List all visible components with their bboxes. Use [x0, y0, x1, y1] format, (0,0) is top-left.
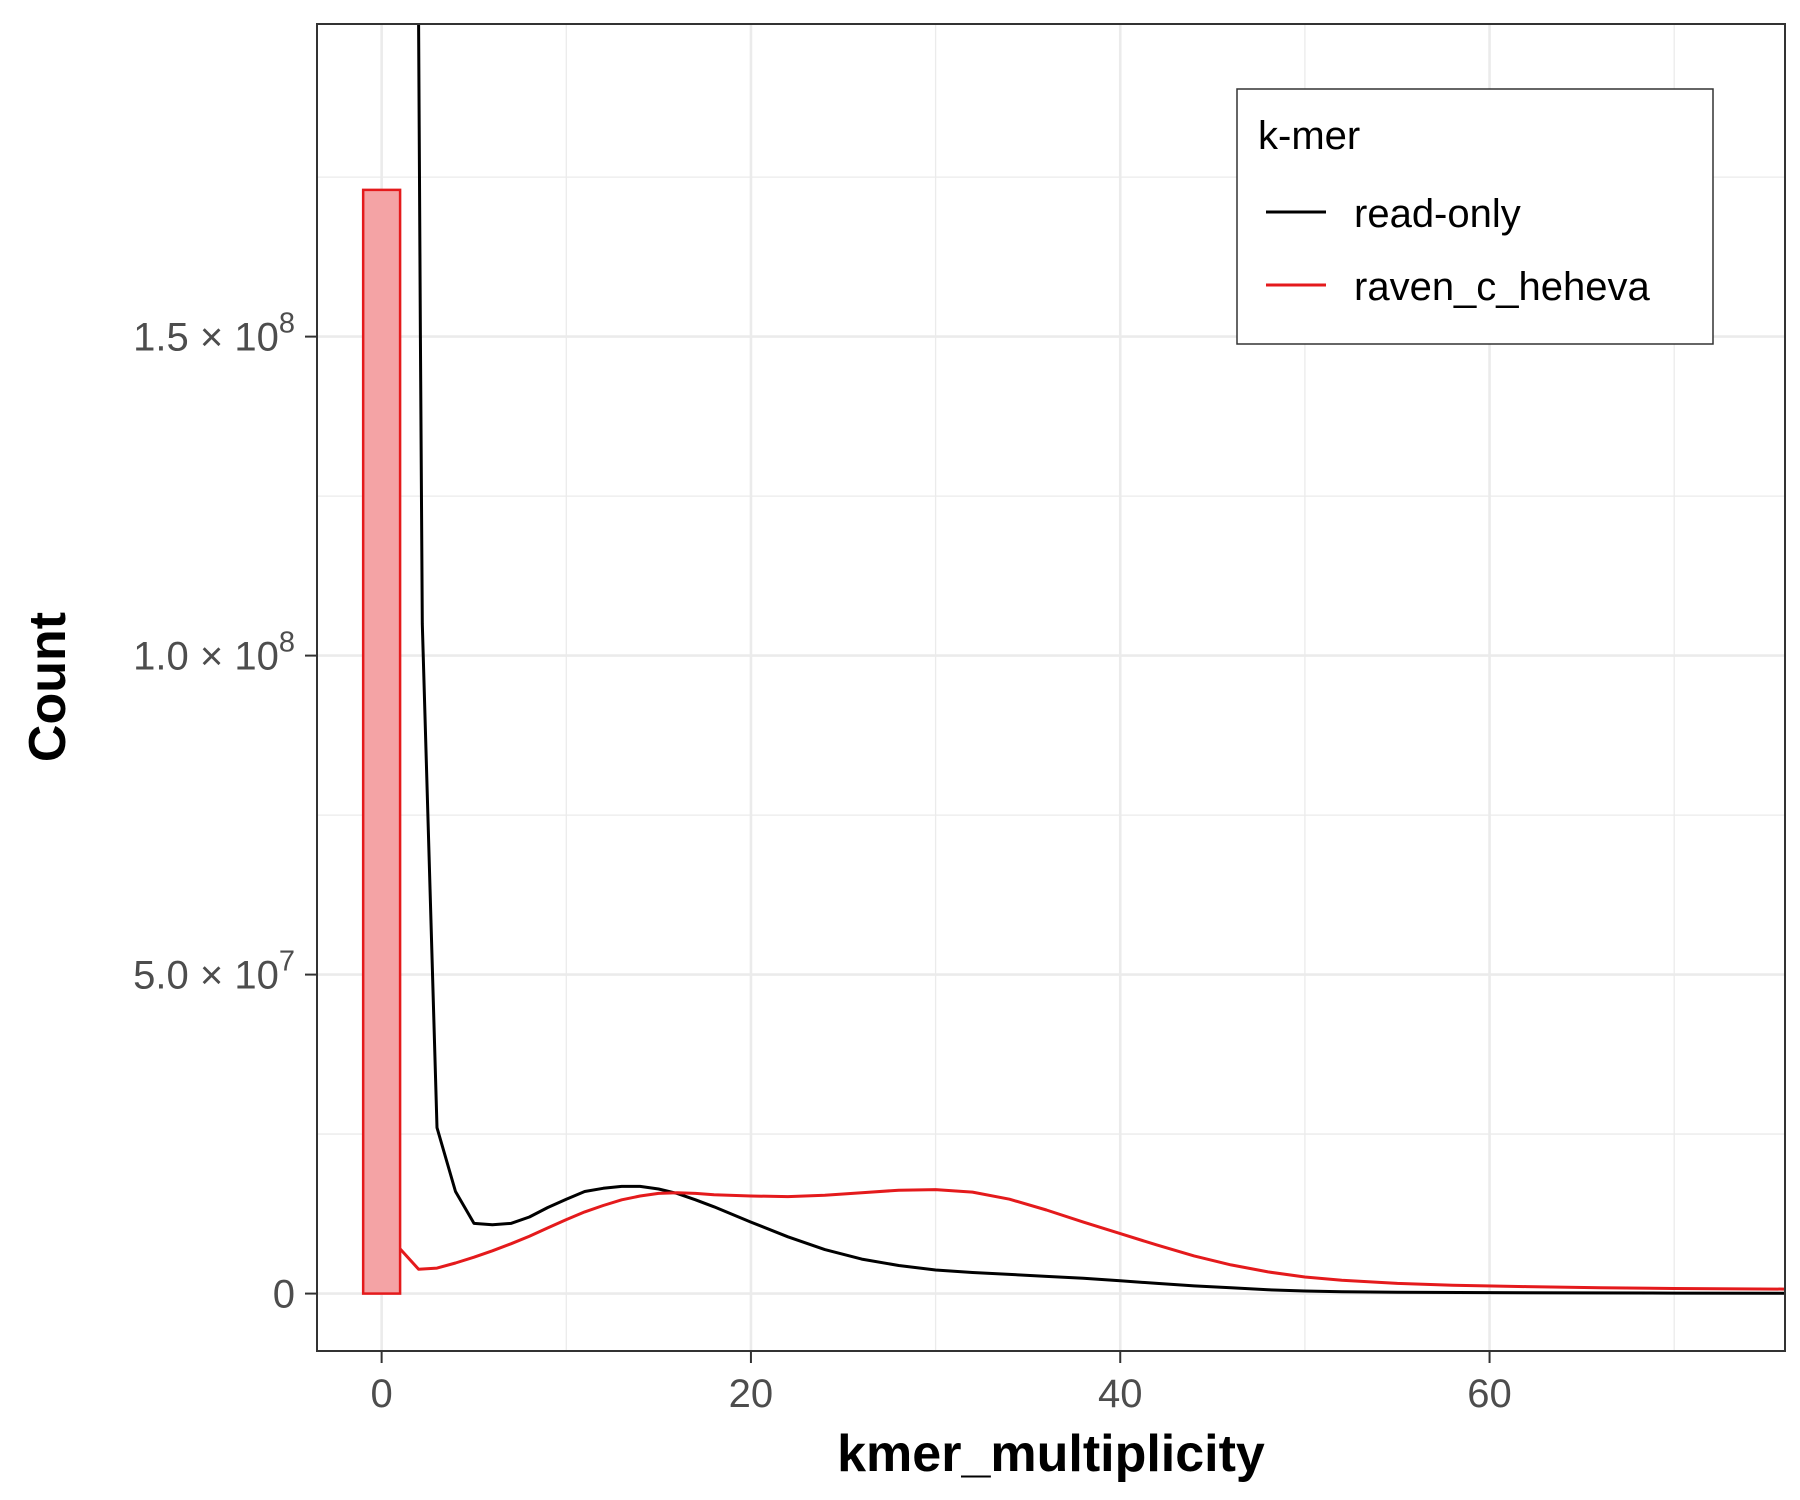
series-line-raven-c-heheva	[398, 1188, 1786, 1291]
x-axis-title: kmer_multiplicity	[837, 1425, 1265, 1483]
legend-label-raven-c-heheva: raven_c_heheva	[1354, 265, 1651, 309]
x-axis: 0 20 40 60	[371, 1351, 1512, 1416]
y-tick-label: 5.0 × 107	[133, 946, 295, 998]
x-tick-label: 0	[371, 1372, 393, 1416]
plot-border	[316, 23, 1786, 1352]
x-tick-label: 60	[1467, 1372, 1512, 1416]
bar-raven-c-heheva-0	[361, 188, 402, 1295]
y-tick-label: 0	[273, 1273, 295, 1317]
series-lines	[398, 23, 1786, 1295]
y-axis: 0 5.0 × 107 1.0 × 108 1.5 × 108	[133, 308, 317, 1317]
x-tick-label: 20	[729, 1372, 774, 1416]
x-tick-label: 40	[1098, 1372, 1143, 1416]
legend-title: k-mer	[1258, 114, 1360, 158]
y-tick-label: 1.5 × 108	[133, 308, 295, 360]
y-tick-label: 1.0 × 108	[133, 627, 295, 679]
legend: k-mer read-only raven_c_heheva	[1236, 88, 1714, 345]
y-axis-title: Count	[19, 612, 77, 762]
legend-box	[1236, 88, 1714, 345]
series-line-read-only	[417, 23, 1786, 1295]
bars-layer	[361, 188, 402, 1295]
legend-label-read-only: read-only	[1354, 192, 1521, 236]
